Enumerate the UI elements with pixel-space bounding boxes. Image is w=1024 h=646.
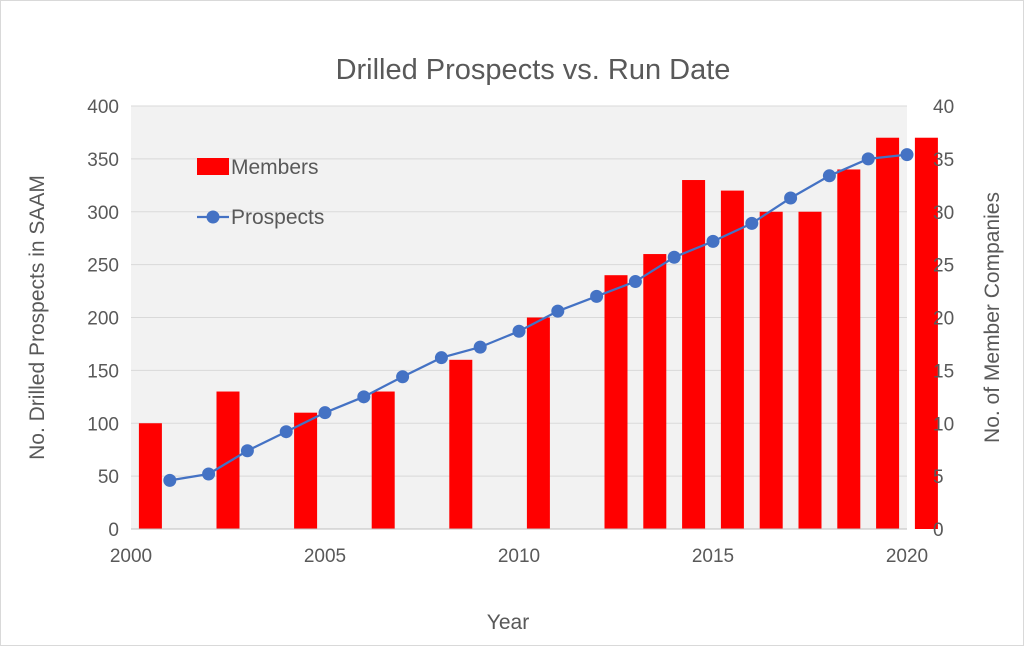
y-right-tick-label: 25 [933, 256, 954, 277]
y-right-tick-label: 30 [933, 203, 954, 224]
members-bar [798, 211, 822, 529]
members-bar [682, 180, 706, 529]
prospects-polyline [169, 153, 908, 482]
prospects-point [551, 304, 565, 318]
legend-members-swatch [197, 158, 229, 175]
members-bar [371, 391, 395, 529]
chart-title: Drilled Prospects vs. Run Date [336, 54, 731, 86]
members-bar [449, 359, 473, 529]
members-bar [604, 275, 628, 529]
prospects-point [706, 234, 720, 248]
prospects-point [900, 148, 914, 162]
members-bar [876, 137, 900, 529]
members-bar [643, 254, 667, 530]
members-bar [216, 391, 240, 529]
prospects-point [279, 425, 293, 439]
x-tick-label: 2015 [692, 546, 734, 567]
prospects-point [202, 467, 216, 481]
y-left-tick-label: 150 [87, 361, 119, 382]
axes: 0 0 50 5 100 10 150 15 200 20 250 25 300 30 350 35 400 40… [87, 97, 954, 567]
y-left-tick-label: 200 [87, 309, 119, 330]
legend-prospects-label: Prospects [231, 206, 324, 229]
legend: Members Prospects [197, 156, 324, 229]
y-axis-right-label: No. of Member Companies [981, 192, 1004, 443]
members-bar [914, 137, 938, 529]
members-bars [138, 137, 938, 530]
y-left-tick-label: 250 [87, 256, 119, 277]
legend-prospects-marker [206, 210, 220, 224]
prospects-point [434, 351, 448, 365]
prospects-point [784, 191, 798, 205]
y-left-tick-label: 0 [108, 520, 119, 541]
prospects-point [667, 250, 681, 264]
prospects-point [357, 390, 371, 404]
members-bar [759, 211, 783, 529]
prospects-point [163, 473, 177, 487]
prospects-point [473, 340, 487, 354]
y-right-tick-label: 5 [933, 467, 944, 488]
legend-members-label: Members [231, 156, 319, 179]
prospects-point [745, 216, 759, 230]
y-left-tick-label: 350 [87, 150, 119, 171]
y-right-tick-label: 35 [933, 150, 954, 171]
prospects-point [590, 289, 604, 303]
x-tick-label: 2005 [304, 546, 346, 567]
x-tick-label: 2000 [110, 546, 152, 567]
y-left-tick-label: 400 [87, 97, 119, 118]
y-right-tick-label: 0 [933, 520, 944, 541]
members-bar [720, 190, 744, 529]
y-right-tick-label: 40 [933, 97, 954, 118]
prospects-line [163, 148, 914, 487]
y-axis-left-label: No. Drilled Prospects in SAAM [26, 175, 49, 460]
x-tick-label: 2020 [886, 546, 928, 567]
prospects-point [861, 152, 875, 166]
prospects-point [822, 169, 836, 183]
prospects-point [512, 324, 526, 338]
y-left-tick-label: 100 [87, 414, 119, 435]
members-bar [837, 169, 861, 529]
y-left-tick-label: 50 [98, 467, 119, 488]
y-right-tick-label: 20 [933, 309, 954, 330]
y-right-tick-label: 15 [933, 361, 954, 382]
members-bar [138, 423, 162, 529]
members-bar [526, 317, 550, 529]
prospects-point [318, 406, 332, 420]
prospects-point [628, 275, 642, 289]
prospects-point [240, 444, 254, 458]
y-left-tick-label: 300 [87, 203, 119, 224]
members-bar [294, 412, 318, 529]
x-axis-label: Year [487, 611, 529, 634]
prospects-point [396, 370, 410, 384]
x-tick-label: 2010 [498, 546, 540, 567]
y-right-tick-label: 10 [933, 414, 954, 435]
